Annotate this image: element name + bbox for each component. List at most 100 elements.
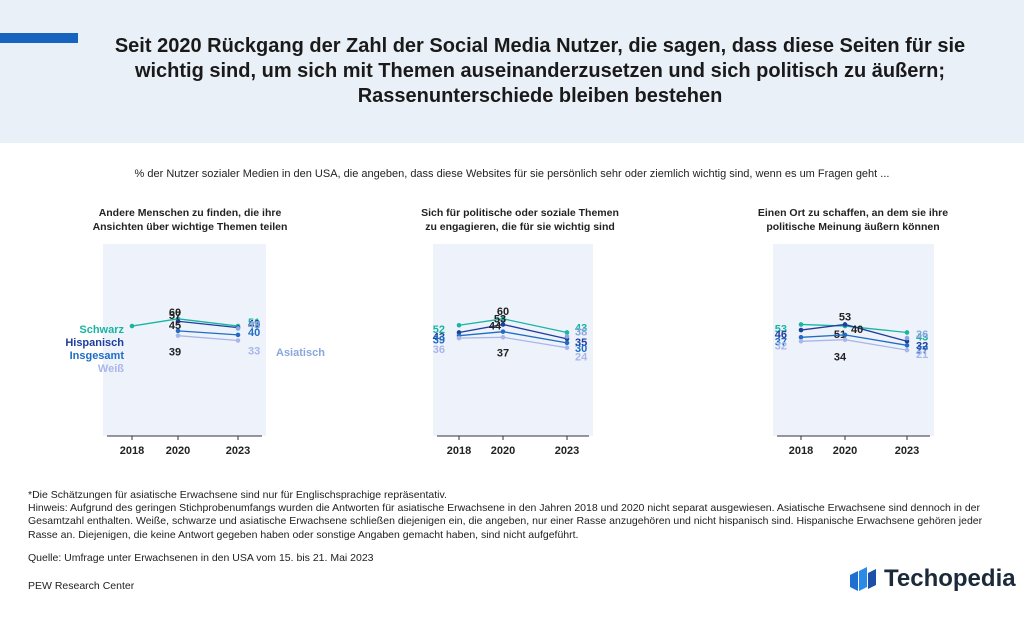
chart-subtitle: % der Nutzer sozialer Medien in den USA,… (134, 168, 890, 180)
data-label-hispanisch-2018: 46 (775, 329, 787, 341)
data-label-weiss-2023: 24 (575, 352, 588, 364)
charts-area: Andere Menschen zu finden, die ihre Ansic… (65, 207, 948, 457)
point-insgesamt-2020 (842, 332, 848, 338)
point-schwarz-2023 (904, 330, 910, 335)
data-label-schwarz-2018: 52 (433, 324, 445, 336)
point-insgesamt-2018 (798, 334, 804, 340)
point-insgesamt-2023 (564, 340, 570, 346)
panel-title-line: Andere Menschen zu finden, die ihre (99, 207, 282, 219)
legend-label-hispanisch: Hispanisch (65, 337, 124, 349)
panel-title-line: Ansichten über wichtige Themen teilen (93, 221, 288, 233)
point-insgesamt-2023 (235, 332, 241, 338)
data-label-insgesamt-2018: 37 (775, 336, 787, 348)
panel-title-line: politische Meinung äußern können (766, 221, 939, 233)
header-band (0, 0, 1024, 143)
point-hispanisch-2020 (500, 322, 506, 327)
legend-label-schwarz: Schwarz (79, 324, 124, 336)
point-asiatisch-2023 (235, 326, 241, 331)
point-schwarz-2018 (798, 322, 804, 327)
data-label-weiss-2023: 21 (916, 349, 928, 361)
footnote-note: Hinweis: Aufgrund des geringen Stichprob… (28, 502, 983, 541)
data-label-schwarz-2020: 60 (169, 307, 181, 319)
data-label-hispanisch-2023: 49 (248, 319, 260, 331)
point-insgesamt-2023 (904, 343, 910, 348)
data-label-weiss-2018: 36 (433, 344, 445, 356)
series-line-weiss (177, 335, 239, 342)
data-label-weiss-2018: 32 (775, 340, 787, 352)
brand-name: Techopedia (884, 565, 1016, 592)
data-label-schwarz-2020: 60 (497, 306, 509, 318)
x-tick-label-2020: 2020 (491, 445, 515, 457)
x-tick-label-2023: 2023 (895, 445, 919, 457)
data-label-insgesamt-2020: 45 (169, 320, 181, 332)
data-label-insgesamt-2023: 27 (916, 344, 928, 356)
panel-title-line: Einen Ort zu schaffen, an dem sie ihre (758, 207, 948, 219)
point-weiss-2023 (564, 345, 570, 351)
data-label-schwarz-2023: 51 (248, 317, 260, 329)
point-weiss-2018 (798, 339, 804, 344)
x-tick-label-2020: 2020 (833, 445, 857, 457)
point-weiss-2018 (456, 335, 462, 341)
footnote-asian: *Die Schätzungen für asiatische Erwachse… (28, 489, 447, 501)
data-label-insgesamt-2023: 30 (575, 343, 587, 355)
panel-2: Sich für politische oder soziale Themen z… (421, 207, 619, 457)
org-credit: PEW Research Center (28, 580, 135, 592)
point-hispanisch-2020 (842, 322, 848, 327)
point-weiss-2020 (500, 334, 506, 340)
data-label-asiatisch-2023: 48 (248, 319, 260, 331)
data-label-insgesamt-2018: 39 (433, 335, 445, 347)
chart-title: Seit 2020 Rückgang der Zahl der Social M… (114, 35, 966, 107)
brand-logo: Techopedia (848, 564, 1016, 594)
legend-label-asiatisch: Asiatisch (276, 347, 325, 359)
point-weiss-2023 (235, 338, 241, 343)
data-label-hispanisch-2023: 32 (916, 340, 928, 352)
data-label-asiatisch-2023: 38 (575, 326, 587, 338)
panel-3: Einen Ort zu schaffen, an dem sie ihre po… (758, 207, 948, 457)
footnotes: *Die Schätzungen für asiatische Erwachse… (28, 489, 988, 542)
point-schwarz-2018 (456, 322, 462, 328)
data-label-schwarz-2023: 43 (575, 322, 587, 334)
point-hispanisch-2023 (904, 339, 910, 344)
data-label-insgesamt-2020: 40 (851, 324, 863, 336)
data-label-insgesamt-2023: 40 (248, 327, 260, 339)
data-label-weiss-2020: 39 (169, 347, 181, 359)
series-line-hispanisch (177, 320, 239, 329)
point-schwarz-2018 (129, 323, 135, 329)
data-label-insgesamt-2020: 44 (489, 321, 502, 333)
data-label-hispanisch-2020: 53 (839, 311, 851, 323)
data-label-hispanisch-2018: 43 (433, 331, 445, 343)
legend-label-weiss: Weiß (98, 363, 124, 375)
data-label-weiss-2020: 34 (834, 352, 847, 364)
point-insgesamt-2020 (500, 329, 506, 334)
x-tick-label-2018: 2018 (789, 445, 813, 457)
data-label-hispanisch-2023: 35 (575, 337, 587, 349)
point-weiss-2023 (904, 347, 910, 353)
x-tick-label-2018: 2018 (447, 445, 471, 457)
point-weiss-2020 (842, 337, 848, 342)
point-weiss-2020 (175, 333, 181, 338)
source-note: Quelle: Umfrage unter Erwachsenen in den… (28, 552, 374, 564)
x-tick-label-2023: 2023 (555, 445, 579, 457)
point-hispanisch-2018 (456, 330, 462, 335)
point-asiatisch-2023 (564, 334, 570, 339)
x-tick-label-2018: 2018 (120, 445, 144, 457)
point-insgesamt-2020 (175, 328, 181, 334)
legend-label-insgesamt: Insgesamt (70, 350, 125, 362)
panel-1: Andere Menschen zu finden, die ihre Ansic… (65, 207, 325, 457)
data-label-schwarz-2023: 43 (916, 331, 928, 343)
data-label-weiss-2023: 33 (248, 346, 260, 358)
series-line-insgesamt (177, 330, 239, 336)
panel-title-line: Sich für politische oder soziale Themen (421, 207, 619, 219)
techopedia-logo-icon (850, 567, 876, 591)
data-label-hispanisch-2020: 53 (494, 313, 506, 325)
point-asiatisch-2023 (904, 335, 910, 341)
point-schwarz-2020 (500, 316, 506, 322)
data-label-schwarz-2018: 53 (775, 323, 787, 335)
panel-title-line: zu engagieren, die für sie wichtig sind (425, 221, 615, 233)
x-tick-label-2020: 2020 (166, 445, 190, 457)
point-hispanisch-2020 (175, 318, 181, 324)
data-label-weiss-2020: 37 (497, 347, 509, 359)
data-label-asiatisch-2023: 36 (916, 329, 928, 341)
point-hispanisch-2018 (798, 327, 804, 333)
header-accent-bar (0, 33, 78, 43)
